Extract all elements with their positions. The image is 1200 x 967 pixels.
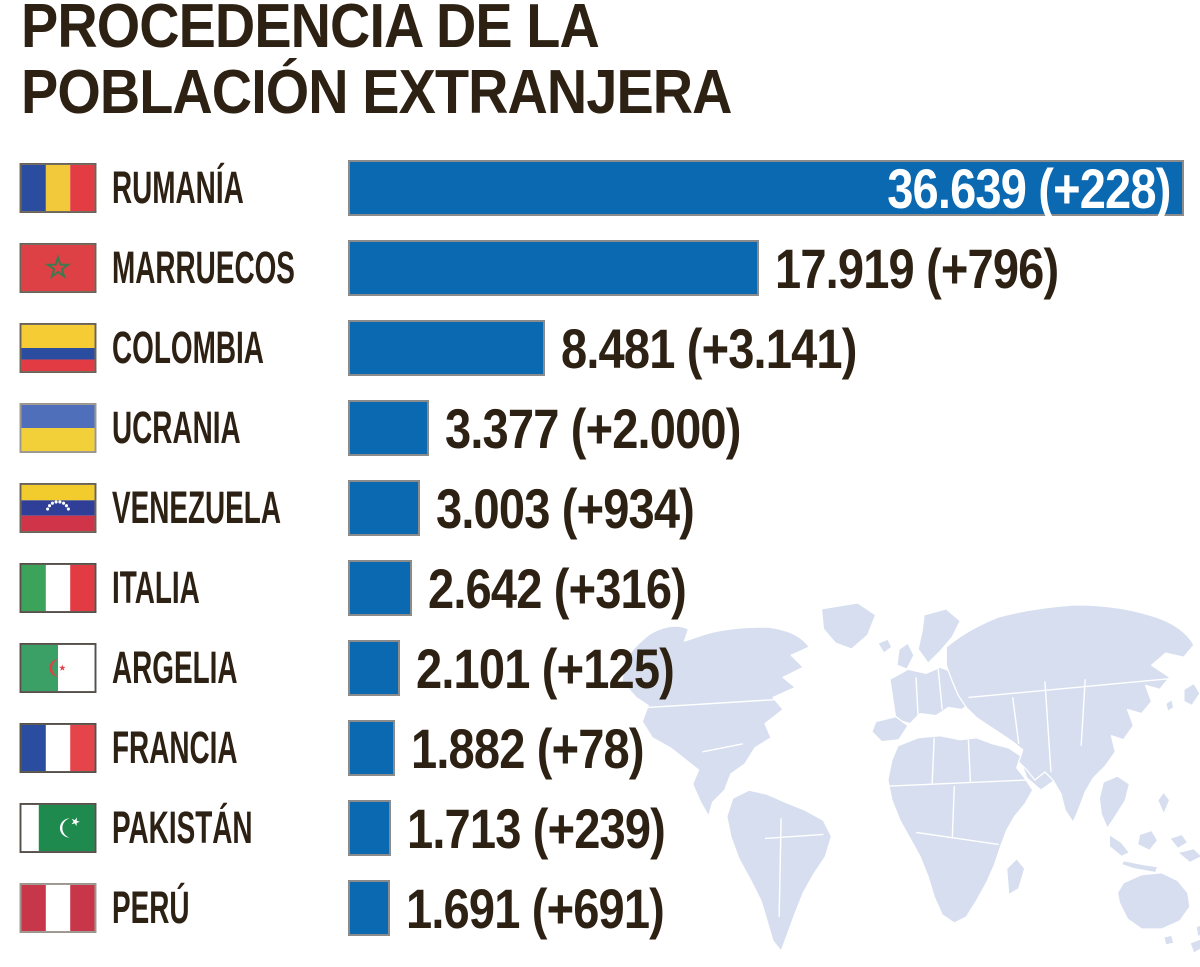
chart-row-argelia: ARGELIA 2.101 (+125) [0,636,1200,700]
bar-value-label: 17.919 (+796) [774,236,1059,300]
bar-francia [348,720,395,776]
bar-value-label: 2.642 (+316) [427,556,687,620]
peru-flag-icon [19,883,97,933]
algeria-flag-icon [19,643,97,693]
chart-title: PROCEDENCIA DE LA POBLACIÓN EXTRANJERA [21,0,811,126]
bar-ucrania [348,400,429,456]
bar-peru [348,880,391,936]
bar-venezuela [348,480,421,536]
country-label: VENEZUELA [112,482,281,533]
bar-argelia [348,640,400,696]
chart-title-line2: POBLACIÓN EXTRANJERA [21,58,732,127]
chart-row-francia: FRANCIA 1.882 (+78) [0,716,1200,780]
country-label: ARGELIA [112,642,238,693]
bar-value-label: 2.101 (+125) [415,636,675,700]
bar-value-label: 36.639 (+228) [886,156,1171,220]
chart-row-ucrania: UCRANIA 3.377 (+2.000) [0,396,1200,460]
chart-row-marruecos: MARRUECOS 17.919 (+796) [0,236,1200,300]
chart-row-pakistan: PAKISTÁN 1.713 (+239) [0,796,1200,860]
country-label: COLOMBIA [112,322,264,373]
bar-value-label: 3.377 (+2.000) [444,396,741,460]
romania-flag-icon [19,163,97,213]
world-map-icon [621,602,1200,954]
bar-value-label: 1.691 (+691) [406,876,665,940]
pakistan-flag-icon [19,803,97,853]
country-label: PAKISTÁN [112,802,253,853]
bar-italia [348,560,412,616]
bar-marruecos [348,240,759,296]
country-label: MARRUECOS [112,242,295,293]
chart-row-italia: ITALIA 2.642 (+316) [0,556,1200,620]
country-label: RUMANÍA [112,162,244,213]
bar-value-label: 1.882 (+78) [410,716,645,780]
country-label: UCRANIA [112,402,241,453]
chart-row-rumania: RUMANÍA 36.639 (+228) [0,157,1200,220]
chart-row-venezuela: VENEZUELA 3.003 (+934) [0,476,1200,540]
france-flag-icon [19,723,97,773]
italy-flag-icon [19,563,97,613]
morocco-flag-icon [19,243,97,293]
chart-row-colombia: COLOMBIA 8.481 (+3.141) [0,316,1200,380]
country-label: PERÚ [112,882,190,933]
bar-colombia [348,320,545,376]
colombia-flag-icon [19,323,97,373]
country-label: FRANCIA [112,722,238,773]
venezuela-flag-icon [19,483,97,533]
bar-pakistan [348,800,391,856]
chart-row-peru: PERÚ 1.691 (+691) [0,876,1200,940]
bar-rumania: 36.639 (+228) [348,157,1184,220]
country-label: ITALIA [112,562,200,613]
bar-value-label: 8.481 (+3.141) [560,316,857,380]
ukraine-flag-icon [19,403,97,453]
bar-value-label: 3.003 (+934) [436,476,695,540]
bar-value-label: 1.713 (+239) [406,796,666,860]
chart-title-line1: PROCEDENCIA DE LA [21,0,600,61]
